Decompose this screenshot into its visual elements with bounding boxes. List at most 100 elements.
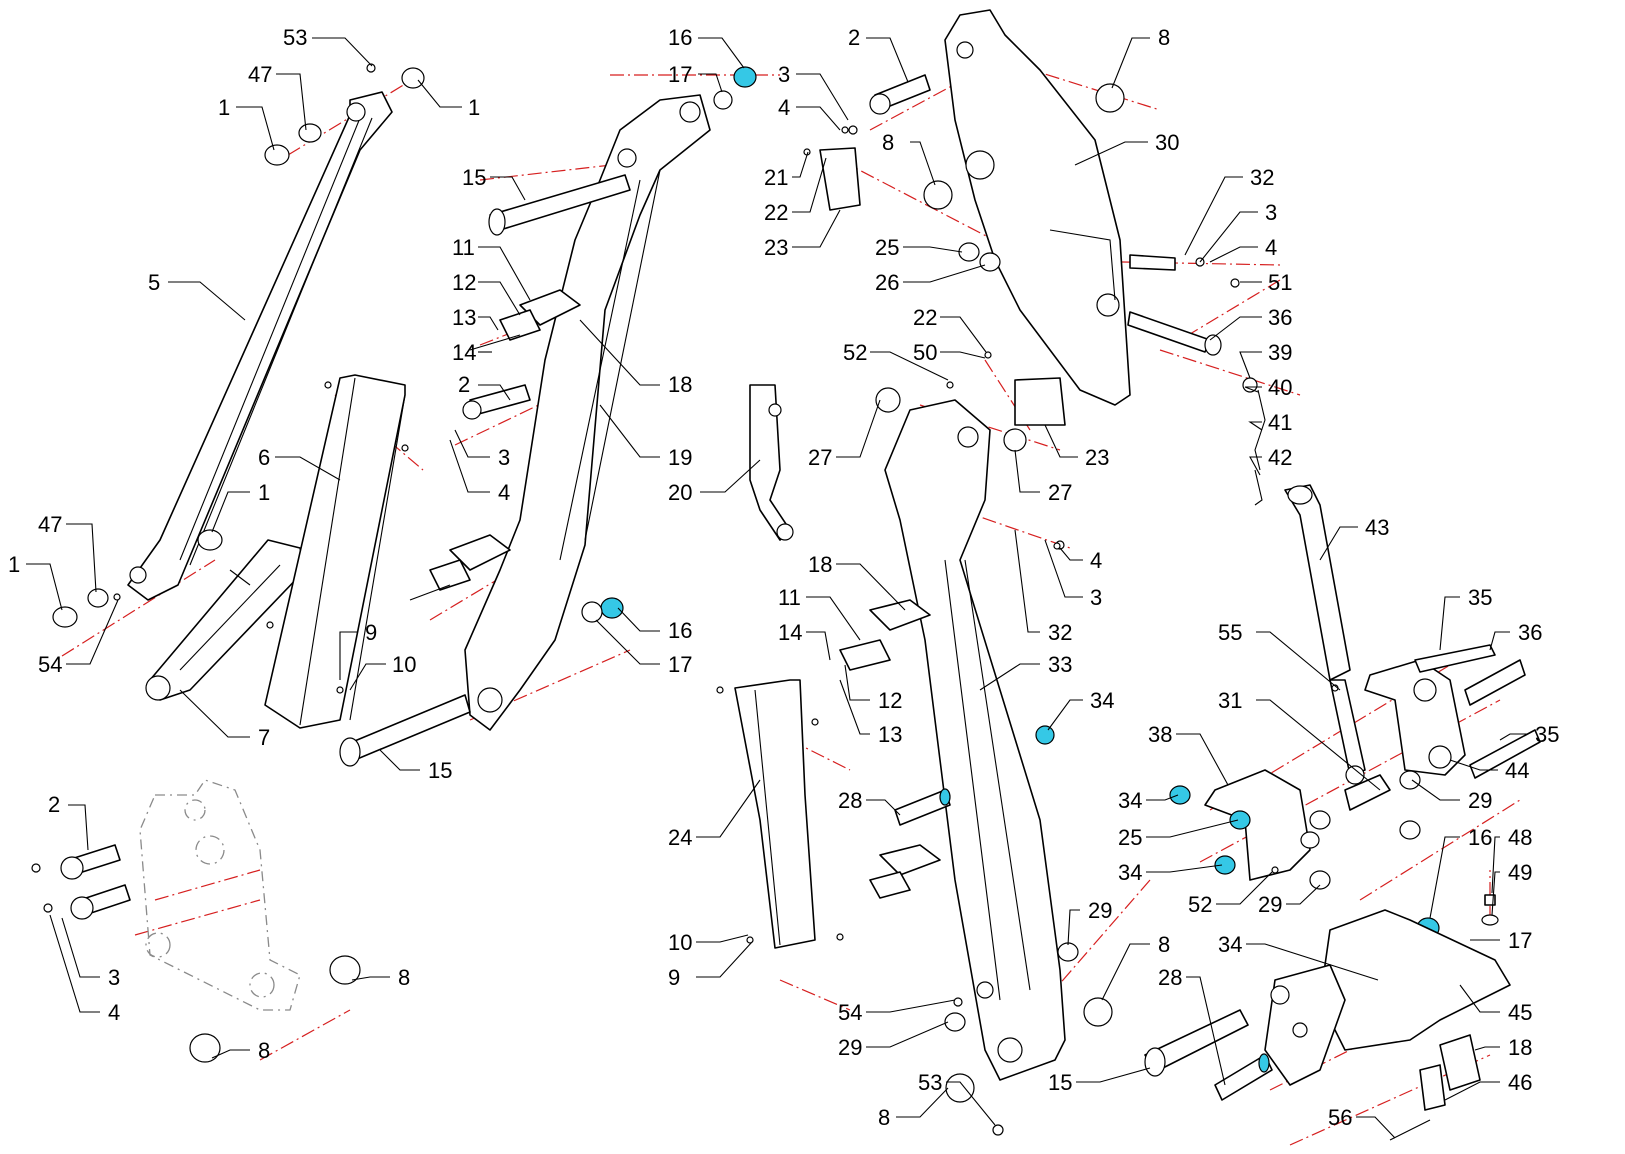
leader-line-c41 [1248,421,1263,431]
callout-number: 3 [108,965,120,990]
leader-line-c4e [49,914,100,1013]
callout-number: 28 [1158,965,1182,990]
bushing-parts-1-47 [52,67,425,628]
callout-number: 14 [778,620,802,645]
lower-left-pins [60,844,361,1063]
callout-number: 17 [668,652,692,677]
callout-number: 53 [918,1070,942,1095]
callout-number: 40 [1268,375,1292,400]
callout-number: 2 [48,792,60,817]
leader-line-c25b [1146,819,1239,838]
leader-line-c11b [806,596,861,641]
callout-number: 1 [258,480,270,505]
callout-number: 16 [1468,825,1492,850]
leader-line-c47a [276,73,307,131]
callout-number: 3 [1265,200,1277,225]
callout-number: 31 [1218,688,1242,713]
leader-line-c34c [1146,864,1223,873]
leader-line-c3a [454,429,490,458]
callout-number: 2 [458,372,470,397]
callout-number: 30 [1155,130,1179,155]
callout-number: 9 [365,620,377,645]
callout-number: 53 [283,25,307,50]
callout-number: 22 [764,200,788,225]
callout-number: 34 [1090,688,1114,713]
leader-line-c18a [579,319,660,386]
leader-line-c28a [866,799,901,816]
callout-number: 13 [452,305,476,330]
callout-number: 36 [1518,620,1542,645]
leader-line-c4d [1059,547,1083,561]
leader-line-c16a [698,37,745,69]
leader-line-c17b [595,619,660,665]
callout-number: 17 [668,62,692,87]
leader-line-c29d [866,1021,949,1048]
washer-nut-parts-16-17 [581,66,757,623]
leader-line-c16b [617,607,660,632]
leader-line-c30 [1074,141,1148,166]
callout-number: 1 [8,552,20,577]
leader-line-c25a [903,246,963,253]
callout-number: 32 [1250,165,1274,190]
callout-number: 15 [428,758,452,783]
callout-number: 8 [1158,25,1170,50]
pin-parts-28-15-lower [1144,1009,1273,1101]
clamp-parts-center-right [839,599,941,899]
leader-line-c28b [1186,976,1226,1086]
callout-number: 32 [1048,620,1072,645]
link-part-31 [1300,770,1421,890]
callout-number: 12 [878,688,902,713]
leader-line-c48 [1491,836,1500,894]
callout-number: 18 [668,372,692,397]
leader-line-c9b [696,941,753,978]
callout-number: 17 [1508,928,1532,953]
leader-line-c1b [417,79,462,108]
leader-line-c22b [940,316,987,353]
callout-number: 52 [843,340,867,365]
leader-line-c12b [844,664,870,701]
leader-line-c8a [1111,37,1150,89]
callout-number: 9 [668,965,680,990]
callout-number: 19 [668,445,692,470]
leader-line-c29b [1286,884,1321,905]
bracket-part-45 [1264,909,1511,1086]
leader-line-c18c [1474,1046,1500,1051]
leader-line-c1d [26,563,63,611]
leader-line-c34b [1146,794,1179,801]
callout-number: 4 [1090,548,1102,573]
leader-line-c11a [478,246,531,301]
callout-number: 10 [668,930,692,955]
callout-number: 29 [1088,898,1112,923]
callout-number: 55 [1218,620,1242,645]
cylinder-part-20 [749,384,794,541]
leader-line-c16c [1429,836,1460,919]
leader-line-c13a [478,316,499,331]
cover-part-6 [264,374,406,729]
callout-number: 47 [248,62,272,87]
ghost-frame [139,779,301,1011]
leader-line-c24 [696,779,761,838]
pin-part-2-center [462,384,531,420]
leader-line-c32b [1014,529,1040,633]
leader-line-c8b [910,141,936,186]
leader-line-c31 [1256,699,1381,791]
leader-line-c1c [211,491,250,533]
callout-number: 15 [1048,1070,1072,1095]
leader-line-c22a [792,157,827,213]
callout-number: 36 [1268,305,1292,330]
callout-number: 13 [878,722,902,747]
leader-line-c36a [1209,316,1262,341]
leader-line-c50 [940,351,986,359]
arm-part-33 [884,399,1066,1081]
leader-line-c3e [61,917,100,978]
callout-number: 2 [848,25,860,50]
pin-part-15 [339,174,631,767]
callout-number: 46 [1508,1070,1532,1095]
callout-number: 54 [38,652,62,677]
leader-line-c8c [1101,943,1150,1001]
leader-line-c7 [179,689,250,738]
leader-line-c23a [792,209,841,248]
callout-number: 5 [148,270,160,295]
callout-number: 27 [1048,480,1072,505]
leader-line-c38 [1176,733,1229,786]
